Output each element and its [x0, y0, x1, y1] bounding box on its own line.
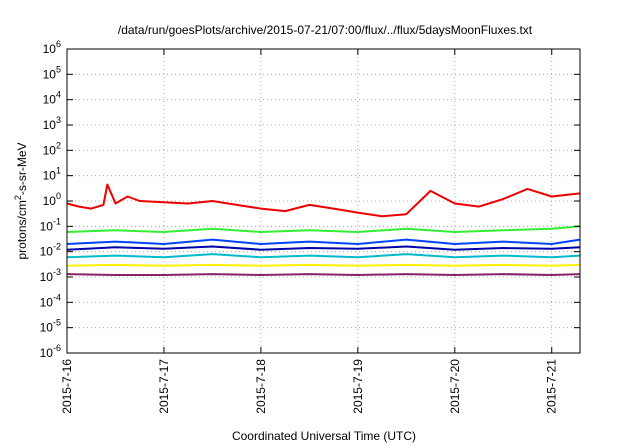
series-line-4 — [66, 245, 581, 251]
series-line-7 — [66, 273, 581, 276]
series-line-3 — [66, 238, 581, 245]
x-tick-label: 2015-7-18 — [254, 359, 268, 414]
series-line-1 — [66, 183, 581, 218]
y-tick-label: 10-5 — [40, 318, 61, 335]
y-tick-label: 10-1 — [40, 216, 61, 233]
x-tick-label: 2015-7-17 — [157, 359, 171, 414]
x-tick-label: 2015-7-21 — [545, 359, 559, 414]
series-line-5 — [66, 253, 581, 259]
x-axis-ticks: 2015-7-16 2015-7-17 2015-7-18 2015-7-19 2015… — [60, 49, 559, 414]
y-tick-label: 101 — [43, 166, 61, 183]
series-line-2 — [66, 225, 581, 233]
y-axis-ticks: 106 105 104 103 102 101 100 10-1 10-2 10-3 10-4 10-… — [40, 39, 580, 360]
x-tick-label: 2015-7-20 — [448, 359, 462, 414]
y-tick-label: 10-6 — [40, 343, 61, 360]
x-tick-label: 2015-7-16 — [60, 359, 74, 414]
x-axis-label: Coordinated Universal Time (UTC) — [232, 429, 416, 443]
y-tick-label: 106 — [43, 39, 61, 56]
y-axis-label: protons/cm2-s-sr-MeV — [13, 142, 29, 259]
x-tick-label: 2015-7-19 — [351, 359, 365, 414]
y-tick-label: 10-3 — [40, 267, 61, 284]
y-tick-label: 103 — [43, 115, 61, 132]
y-tick-label: 100 — [43, 191, 61, 208]
y-tick-label: 104 — [43, 90, 61, 107]
series-line-6 — [66, 263, 581, 267]
y-tick-label: 10-2 — [40, 242, 61, 259]
y-tick-label: 105 — [43, 64, 61, 81]
y-tick-label: 10-4 — [40, 292, 61, 309]
chart-title: /data/run/goesPlots/archive/2015-07-21/0… — [118, 23, 533, 37]
series-lines — [66, 183, 581, 276]
y-tick-label: 102 — [43, 140, 61, 157]
